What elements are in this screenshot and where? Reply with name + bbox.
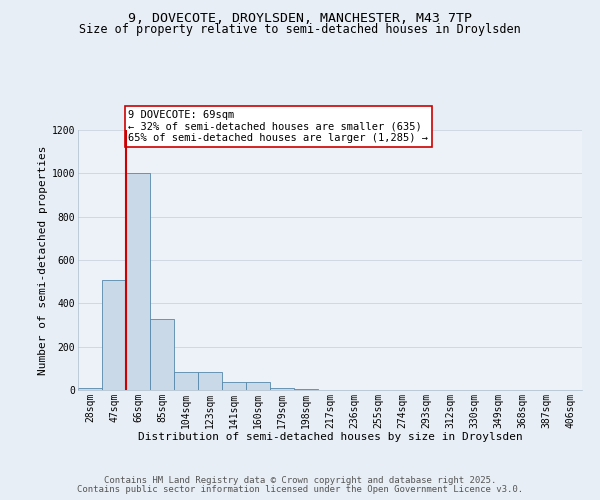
Bar: [198, 372, 222, 390]
Bar: [294, 389, 318, 390]
Text: 9 DOVECOTE: 69sqm
← 32% of semi-detached houses are smaller (635)
65% of semi-de: 9 DOVECOTE: 69sqm ← 32% of semi-detached…: [128, 110, 428, 143]
Bar: [246, 382, 270, 390]
Text: 9, DOVECOTE, DROYLSDEN, MANCHESTER, M43 7TP: 9, DOVECOTE, DROYLSDEN, MANCHESTER, M43 …: [128, 12, 472, 26]
Text: Contains public sector information licensed under the Open Government Licence v3: Contains public sector information licen…: [77, 485, 523, 494]
Bar: [102, 280, 126, 390]
Bar: [222, 382, 246, 390]
Bar: [78, 388, 102, 390]
Bar: [174, 372, 198, 390]
Bar: [126, 174, 150, 390]
X-axis label: Distribution of semi-detached houses by size in Droylsden: Distribution of semi-detached houses by …: [137, 432, 523, 442]
Bar: [270, 388, 294, 390]
Text: Size of property relative to semi-detached houses in Droylsden: Size of property relative to semi-detach…: [79, 22, 521, 36]
Text: Contains HM Land Registry data © Crown copyright and database right 2025.: Contains HM Land Registry data © Crown c…: [104, 476, 496, 485]
Bar: [150, 318, 174, 390]
Y-axis label: Number of semi-detached properties: Number of semi-detached properties: [38, 145, 47, 375]
